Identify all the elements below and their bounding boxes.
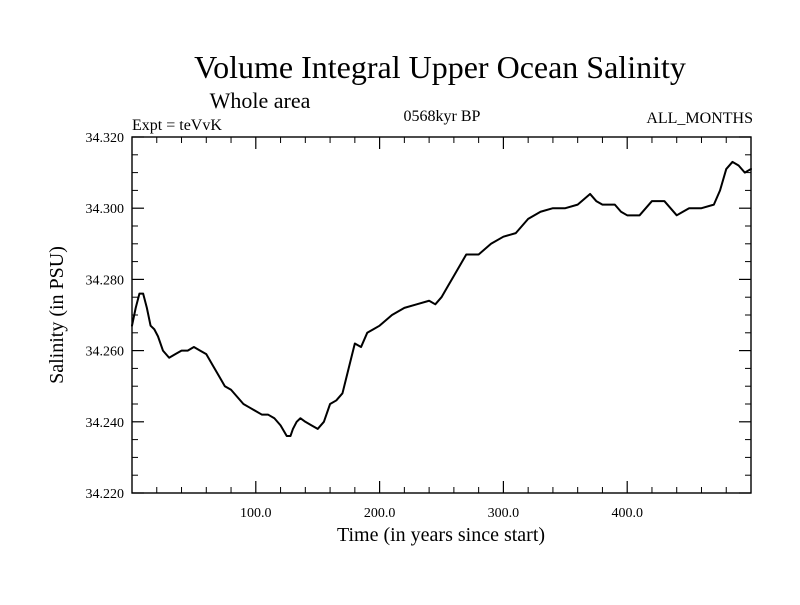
chart-subtitle: Whole area: [210, 88, 311, 113]
chart-title: Volume Integral Upper Ocean Salinity: [194, 49, 686, 85]
period-label: 0568kyr BP: [404, 108, 481, 125]
y-tick-label: 34.300: [86, 202, 125, 217]
y-tick-label: 34.280: [86, 273, 125, 288]
y-tick-label: 34.220: [86, 487, 125, 502]
x-tick-label: 200.0: [364, 506, 396, 521]
y-tick-label: 34.240: [86, 416, 125, 431]
x-axis-label: Time (in years since start): [337, 524, 545, 546]
x-axis: 100.0 200.0 300.0 400.0: [156, 137, 727, 521]
x-tick-label: 100.0: [240, 506, 272, 521]
y-tick-label: 34.260: [86, 345, 125, 360]
x-tick-label: 300.0: [488, 506, 520, 521]
y-axis: 34.220 34.240 34.260 34.280 34.300 34.320: [86, 131, 751, 502]
experiment-label: Expt = teVvK: [132, 117, 222, 134]
salinity-series-line: [131, 160, 752, 438]
y-tick-label: 34.320: [86, 131, 125, 146]
y-axis-label: Salinity (in PSU): [46, 246, 68, 384]
x-tick-label: 400.0: [611, 506, 643, 521]
plot-frame: [131, 136, 752, 494]
months-label: ALL_MONTHS: [646, 110, 753, 127]
